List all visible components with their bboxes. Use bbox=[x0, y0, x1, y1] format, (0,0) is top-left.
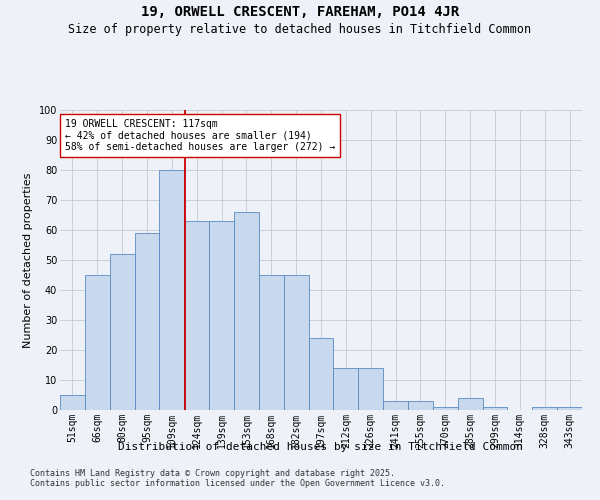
Bar bbox=[433, 407, 458, 410]
Text: 19, ORWELL CRESCENT, FAREHAM, PO14 4JR: 19, ORWELL CRESCENT, FAREHAM, PO14 4JR bbox=[141, 5, 459, 19]
Text: Size of property relative to detached houses in Titchfield Common: Size of property relative to detached ho… bbox=[68, 22, 532, 36]
Text: Distribution of detached houses by size in Titchfield Common: Distribution of detached houses by size … bbox=[119, 442, 523, 452]
Bar bbox=[284, 275, 308, 410]
Bar bbox=[458, 398, 482, 410]
Bar bbox=[234, 212, 259, 410]
Bar bbox=[308, 338, 334, 410]
Bar bbox=[557, 407, 582, 410]
Bar bbox=[160, 170, 184, 410]
Text: Contains HM Land Registry data © Crown copyright and database right 2025.: Contains HM Land Registry data © Crown c… bbox=[30, 468, 395, 477]
Text: Contains public sector information licensed under the Open Government Licence v3: Contains public sector information licen… bbox=[30, 478, 445, 488]
Bar bbox=[184, 221, 209, 410]
Bar bbox=[358, 368, 383, 410]
Bar bbox=[110, 254, 134, 410]
Y-axis label: Number of detached properties: Number of detached properties bbox=[23, 172, 33, 348]
Text: 19 ORWELL CRESCENT: 117sqm
← 42% of detached houses are smaller (194)
58% of sem: 19 ORWELL CRESCENT: 117sqm ← 42% of deta… bbox=[65, 119, 335, 152]
Bar bbox=[383, 401, 408, 410]
Bar bbox=[259, 275, 284, 410]
Bar bbox=[334, 368, 358, 410]
Bar bbox=[85, 275, 110, 410]
Bar bbox=[209, 221, 234, 410]
Bar bbox=[134, 233, 160, 410]
Bar bbox=[482, 407, 508, 410]
Bar bbox=[408, 401, 433, 410]
Bar bbox=[60, 395, 85, 410]
Bar bbox=[532, 407, 557, 410]
